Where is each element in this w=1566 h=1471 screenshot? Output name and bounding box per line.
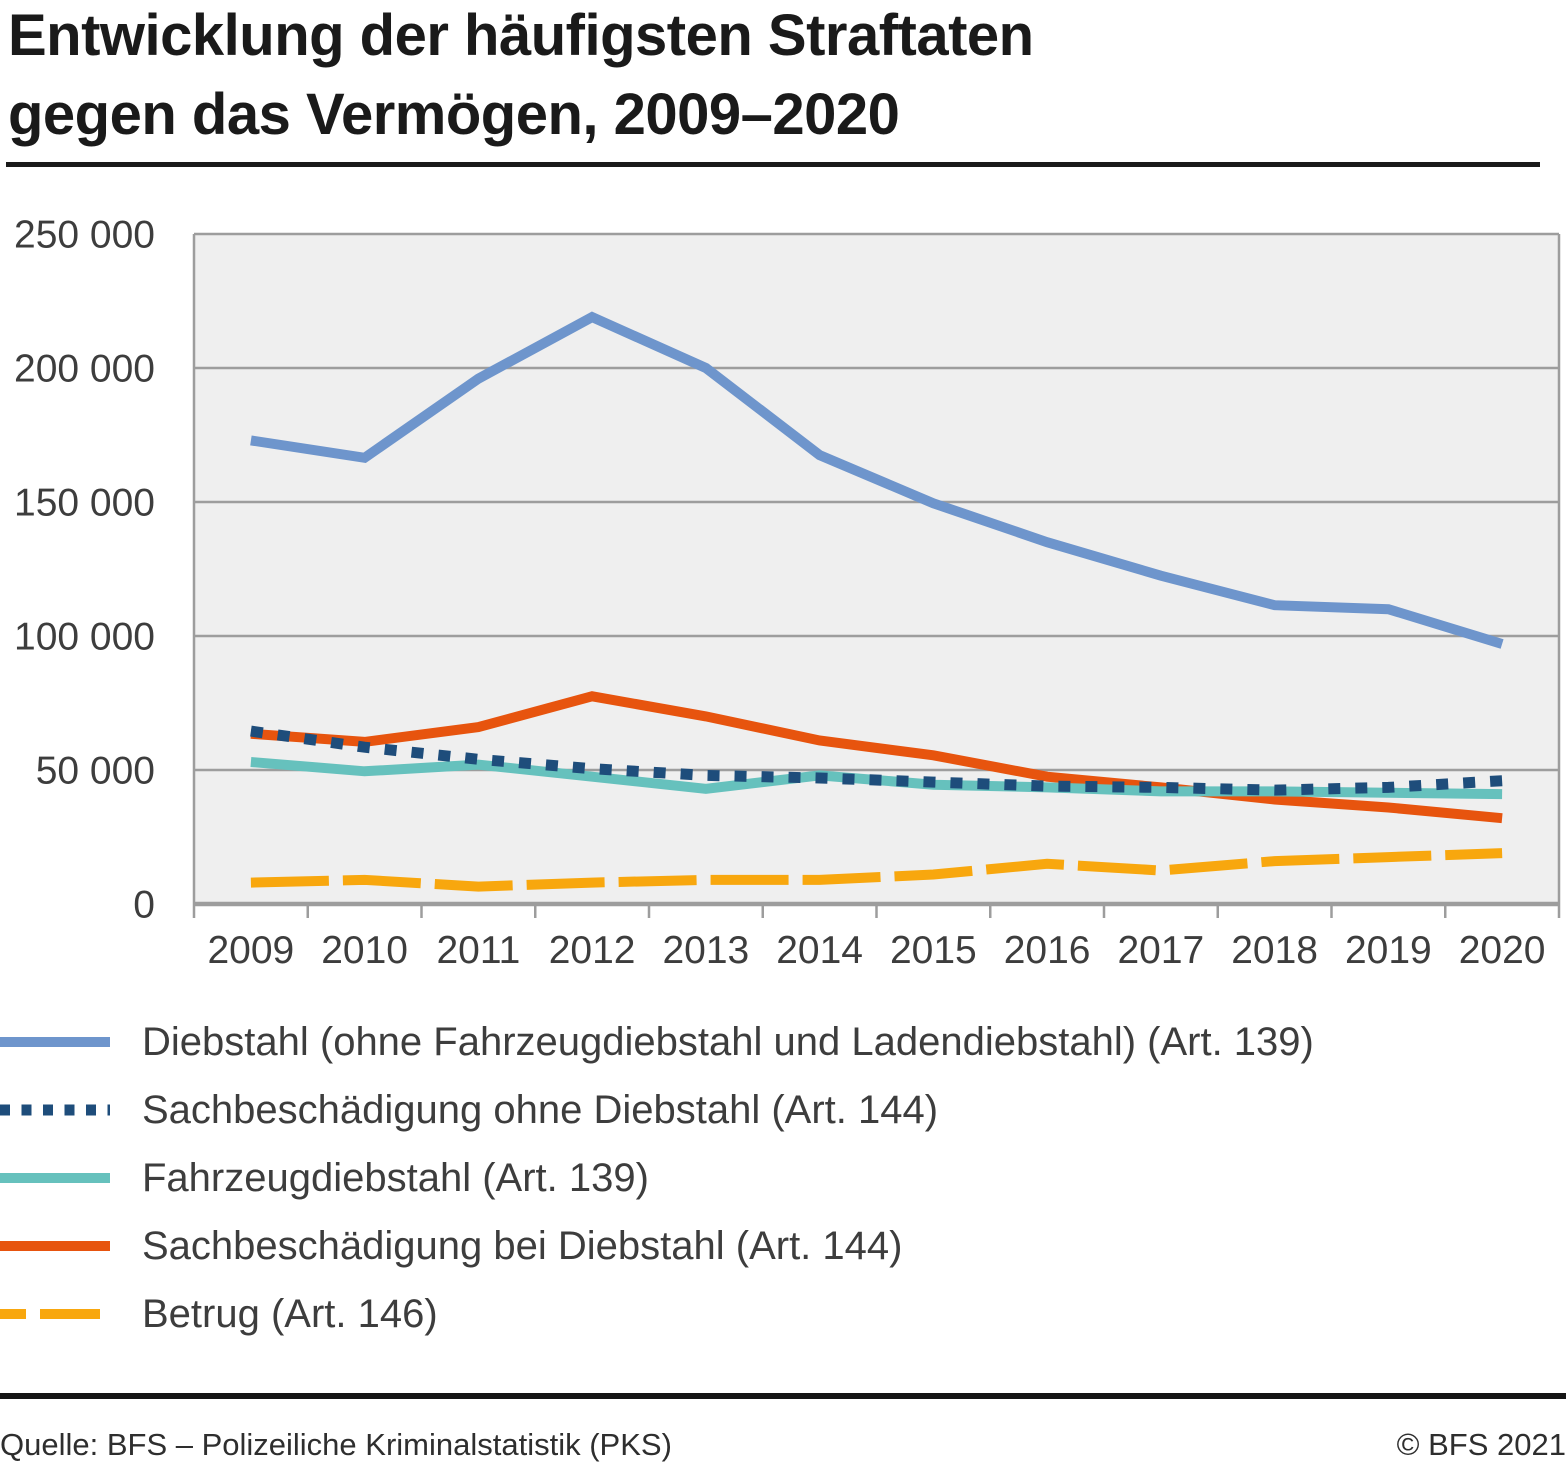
x-axis-label-2013: 2013 [662,929,749,972]
chart-title: Entwicklung der häufigsten Straftaten ge… [8,0,1548,154]
legend-item-1: Sachbeschädigung ohne Diebstahl (Art. 14… [0,1076,1560,1144]
x-axis-label-2015: 2015 [890,929,977,972]
y-axis-label-150000: 150 000 [14,482,155,525]
x-axis-label-2017: 2017 [1117,929,1204,972]
series-line-3 [250,691,1503,824]
series-line-4 [250,848,1503,892]
chart-legend: Diebstahl (ohne Fahrzeugdiebstahl und La… [0,1008,1560,1348]
source-note: Quelle: BFS – Polizeiliche Kriminalstati… [0,1427,672,1462]
legend-item-2: Fahrzeugdiebstahl (Art. 139) [0,1144,1560,1212]
footer-divider [0,1393,1566,1399]
x-axis-label-2009: 2009 [207,929,294,972]
legend-swatch-solid [0,1173,110,1183]
copyright-note: © BFS 2021 [1396,1427,1566,1462]
legend-label: Sachbeschädigung bei Diebstahl (Art. 144… [142,1223,903,1268]
series-line-0 [250,311,1504,649]
y-axis-label-200000: 200 000 [14,348,155,391]
x-axis-label-2010: 2010 [321,929,408,972]
x-axis-label-2019: 2019 [1345,929,1432,972]
x-axis-label-2014: 2014 [776,929,863,972]
y-axis-label-100000: 100 000 [14,616,155,659]
x-axis-label-2016: 2016 [1004,929,1091,972]
legend-swatch-dotted [0,1104,110,1116]
series-line-1 [250,725,1503,796]
legend-label: Sachbeschädigung ohne Diebstahl (Art. 14… [142,1087,939,1132]
legend-swatch-solid [0,1037,110,1047]
legend-label: Diebstahl (ohne Fahrzeugdiebstahl und La… [142,1019,1314,1064]
x-axis-label-2018: 2018 [1231,929,1318,972]
x-axis-label-2020: 2020 [1459,929,1546,972]
y-axis-label-250000: 250 000 [14,214,155,257]
legend-swatch-solid [0,1241,110,1251]
y-axis-label-0: 0 [133,884,155,927]
chart-title-line1: Entwicklung der häufigsten Straftaten [8,3,1034,68]
y-axis-label-50000: 50 000 [36,750,155,793]
legend-item-3: Sachbeschädigung bei Diebstahl (Art. 144… [0,1212,1560,1280]
legend-swatch-dashed [0,1309,110,1319]
legend-label: Fahrzeugdiebstahl (Art. 139) [142,1155,649,1200]
footer: Quelle: BFS – Polizeiliche Kriminalstati… [0,1427,1566,1463]
title-divider [6,162,1540,167]
legend-item-4: Betrug (Art. 146) [0,1280,1560,1348]
x-axis-label-2012: 2012 [549,929,636,972]
chart-title-line2: gegen das Vermögen, 2009–2020 [8,82,900,147]
legend-label: Betrug (Art. 146) [142,1291,438,1336]
x-axis-label-2011: 2011 [436,929,520,972]
legend-item-0: Diebstahl (ohne Fahrzeugdiebstahl und La… [0,1008,1560,1076]
